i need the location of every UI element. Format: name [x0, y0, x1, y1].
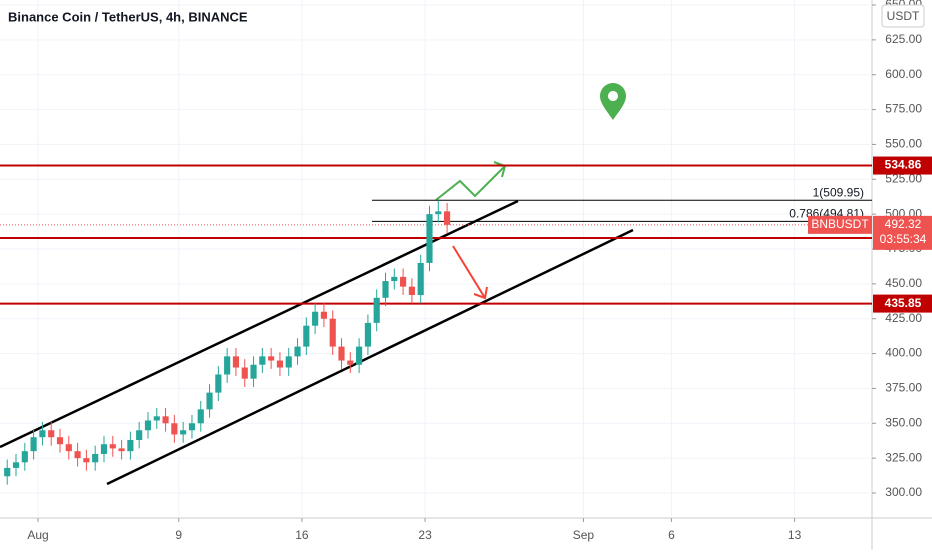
candle-body: [400, 276, 407, 287]
level-label: 435.85: [885, 296, 922, 310]
arrow-down-head: [473, 286, 488, 300]
candle-body: [268, 356, 275, 361]
candle-body: [197, 409, 204, 424]
candle-body: [21, 451, 28, 463]
y-tick-label: 525.00: [885, 171, 922, 185]
candle-body: [30, 437, 37, 452]
x-tick-label: 16: [295, 528, 309, 542]
chart-title: Binance Coin / TetherUS, 4h, BINANCE: [8, 9, 248, 24]
candle-body: [206, 392, 213, 410]
last-price-label: 492.32: [885, 217, 922, 231]
candle-body: [329, 318, 336, 347]
location-pin: [600, 83, 626, 120]
arrow-down: [452, 245, 486, 299]
candle-body: [320, 311, 327, 319]
drawings: [0, 83, 872, 486]
last-price-box: [873, 215, 932, 250]
overlay: 534.86482.87435.851(509.95)0.786(494.81)…: [789, 156, 932, 313]
level-label-box: [873, 294, 932, 313]
symbol-box: [808, 215, 872, 234]
candle-body: [426, 214, 433, 263]
candle-body: [373, 297, 380, 323]
candle-body: [127, 440, 134, 452]
fib-label: 1(509.95): [813, 185, 864, 199]
candle-body: [83, 458, 90, 463]
countdown-label: 03:55:34: [880, 232, 927, 246]
candle-body: [338, 346, 345, 361]
candle-body: [144, 420, 152, 431]
y-tick-label: 300.00: [885, 485, 922, 499]
candle-body: [285, 356, 292, 368]
level-label: 534.86: [885, 158, 922, 172]
currency: USDT: [887, 9, 920, 23]
y-tick-label: 450.00: [885, 276, 922, 290]
candle-body: [435, 211, 442, 215]
y-tick-label: 575.00: [885, 102, 922, 116]
x-tick-label: Aug: [27, 528, 48, 542]
candle-body: [232, 356, 240, 368]
candle-body: [171, 423, 178, 435]
candle-body: [382, 281, 389, 298]
candle-body: [39, 430, 46, 438]
y-tick-label: 625.00: [885, 32, 922, 46]
y-tick-label: 425.00: [885, 311, 922, 325]
candle-body: [250, 364, 257, 379]
candle-body: [12, 462, 20, 468]
candle-body: [224, 356, 231, 375]
x-tick-label: 23: [418, 528, 432, 542]
y-tick-label: 600.00: [885, 67, 922, 81]
candle-body: [162, 416, 169, 424]
y-tick-label: 325.00: [885, 450, 922, 464]
candle-body: [48, 430, 55, 438]
candle-body: [65, 444, 72, 452]
candle-body: [92, 453, 99, 463]
candle-body: [364, 322, 371, 347]
symbol-label: BNBUSDT: [811, 217, 869, 231]
candle-body: [74, 451, 81, 459]
candle-body: [417, 262, 424, 296]
currency-box[interactable]: [881, 4, 925, 28]
candles: [4, 200, 451, 485]
y-tick-label: 350.00: [885, 415, 922, 429]
candle-body: [118, 448, 125, 452]
candle-body: [294, 346, 301, 357]
y-tick-label: 375.00: [885, 381, 922, 395]
channel-lower: [106, 228, 634, 486]
y-tick-label: 400.00: [885, 346, 922, 360]
arrow-up: [435, 165, 506, 201]
candle-body: [188, 423, 196, 431]
candle-body: [241, 367, 248, 379]
y-tick-label: 550.00: [885, 137, 922, 151]
x-tick-label: Sep: [573, 528, 595, 542]
candle-body: [276, 360, 284, 368]
candle-body: [180, 430, 187, 435]
candle-body: [259, 356, 266, 365]
candle-body: [56, 437, 64, 445]
candle-body: [303, 325, 310, 347]
candle-body: [391, 276, 398, 282]
level-label-box: [873, 156, 932, 175]
candle-body: [356, 346, 363, 365]
candle-body: [312, 311, 319, 326]
candle-body: [136, 430, 143, 441]
candle-body: [100, 444, 108, 454]
candle-body: [109, 444, 116, 449]
candle-body: [408, 286, 415, 296]
x-tick-label: 9: [175, 528, 182, 542]
x-tick-label: 13: [788, 528, 802, 542]
x-tick-label: 6: [668, 528, 675, 542]
candle-body: [215, 374, 222, 393]
candle-body: [347, 360, 354, 365]
candle-body: [444, 211, 451, 225]
candle-body: [153, 416, 160, 421]
candle-body: [4, 467, 11, 477]
